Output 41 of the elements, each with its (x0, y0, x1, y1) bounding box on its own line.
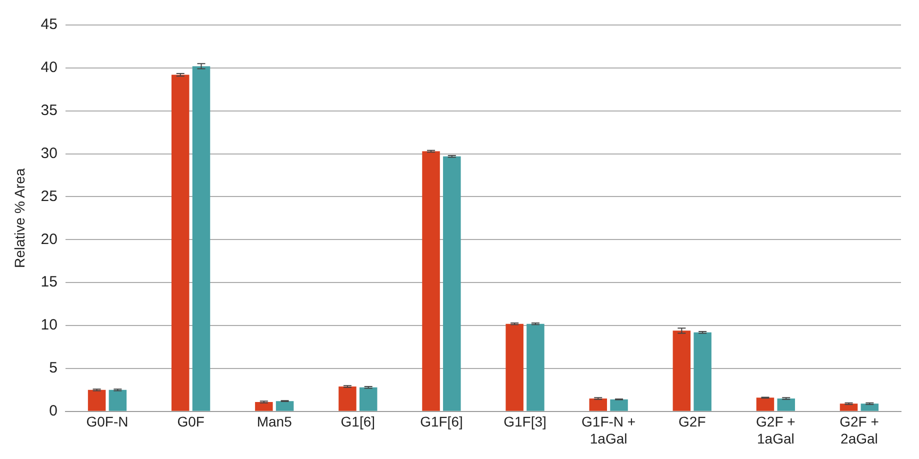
bar (694, 332, 712, 411)
y-tick-label: 15 (40, 274, 58, 291)
y-tick-label: 0 (49, 402, 58, 420)
x-tick-label: G0F (177, 414, 204, 430)
y-axis-title: Relative % Area (11, 168, 28, 268)
bar (255, 402, 273, 411)
bar (276, 401, 294, 411)
y-tick-label: 25 (40, 188, 58, 205)
bar (88, 390, 106, 411)
x-tick-label: G1F[3] (504, 414, 546, 430)
bar (860, 404, 879, 411)
x-tick-label: G1F-N + 1aGal (582, 414, 636, 446)
x-tick-label: G2F + 1aGal (756, 414, 796, 446)
y-tick-label: 10 (40, 316, 58, 334)
bar (422, 151, 440, 411)
bar (171, 74, 190, 411)
bar (756, 398, 774, 411)
y-tick-label: 40 (40, 59, 58, 76)
bar (526, 324, 544, 411)
x-tick-label: G2F + 2aGal (840, 414, 879, 446)
y-tick-label: 5 (49, 360, 58, 377)
x-tick-label: Man5 (256, 414, 292, 430)
bar (672, 330, 691, 411)
x-tick-label: G1[6] (340, 414, 376, 430)
y-tick-label: 35 (40, 102, 58, 120)
y-tick-label: 20 (40, 230, 58, 248)
bar (338, 386, 356, 411)
bar (840, 404, 858, 411)
bar (610, 399, 628, 411)
x-tick-label: G0F-N (86, 414, 128, 430)
bar (506, 324, 524, 411)
bar (108, 390, 127, 411)
bar (359, 387, 378, 411)
bar (589, 398, 608, 411)
y-tick-label: 45 (40, 16, 58, 34)
x-tick-label: G1F[6] (420, 414, 463, 430)
bar (777, 398, 795, 411)
x-tick-label: G2F (678, 414, 706, 430)
bar (192, 66, 210, 411)
y-tick-label: 30 (40, 144, 58, 162)
bar (443, 156, 461, 411)
